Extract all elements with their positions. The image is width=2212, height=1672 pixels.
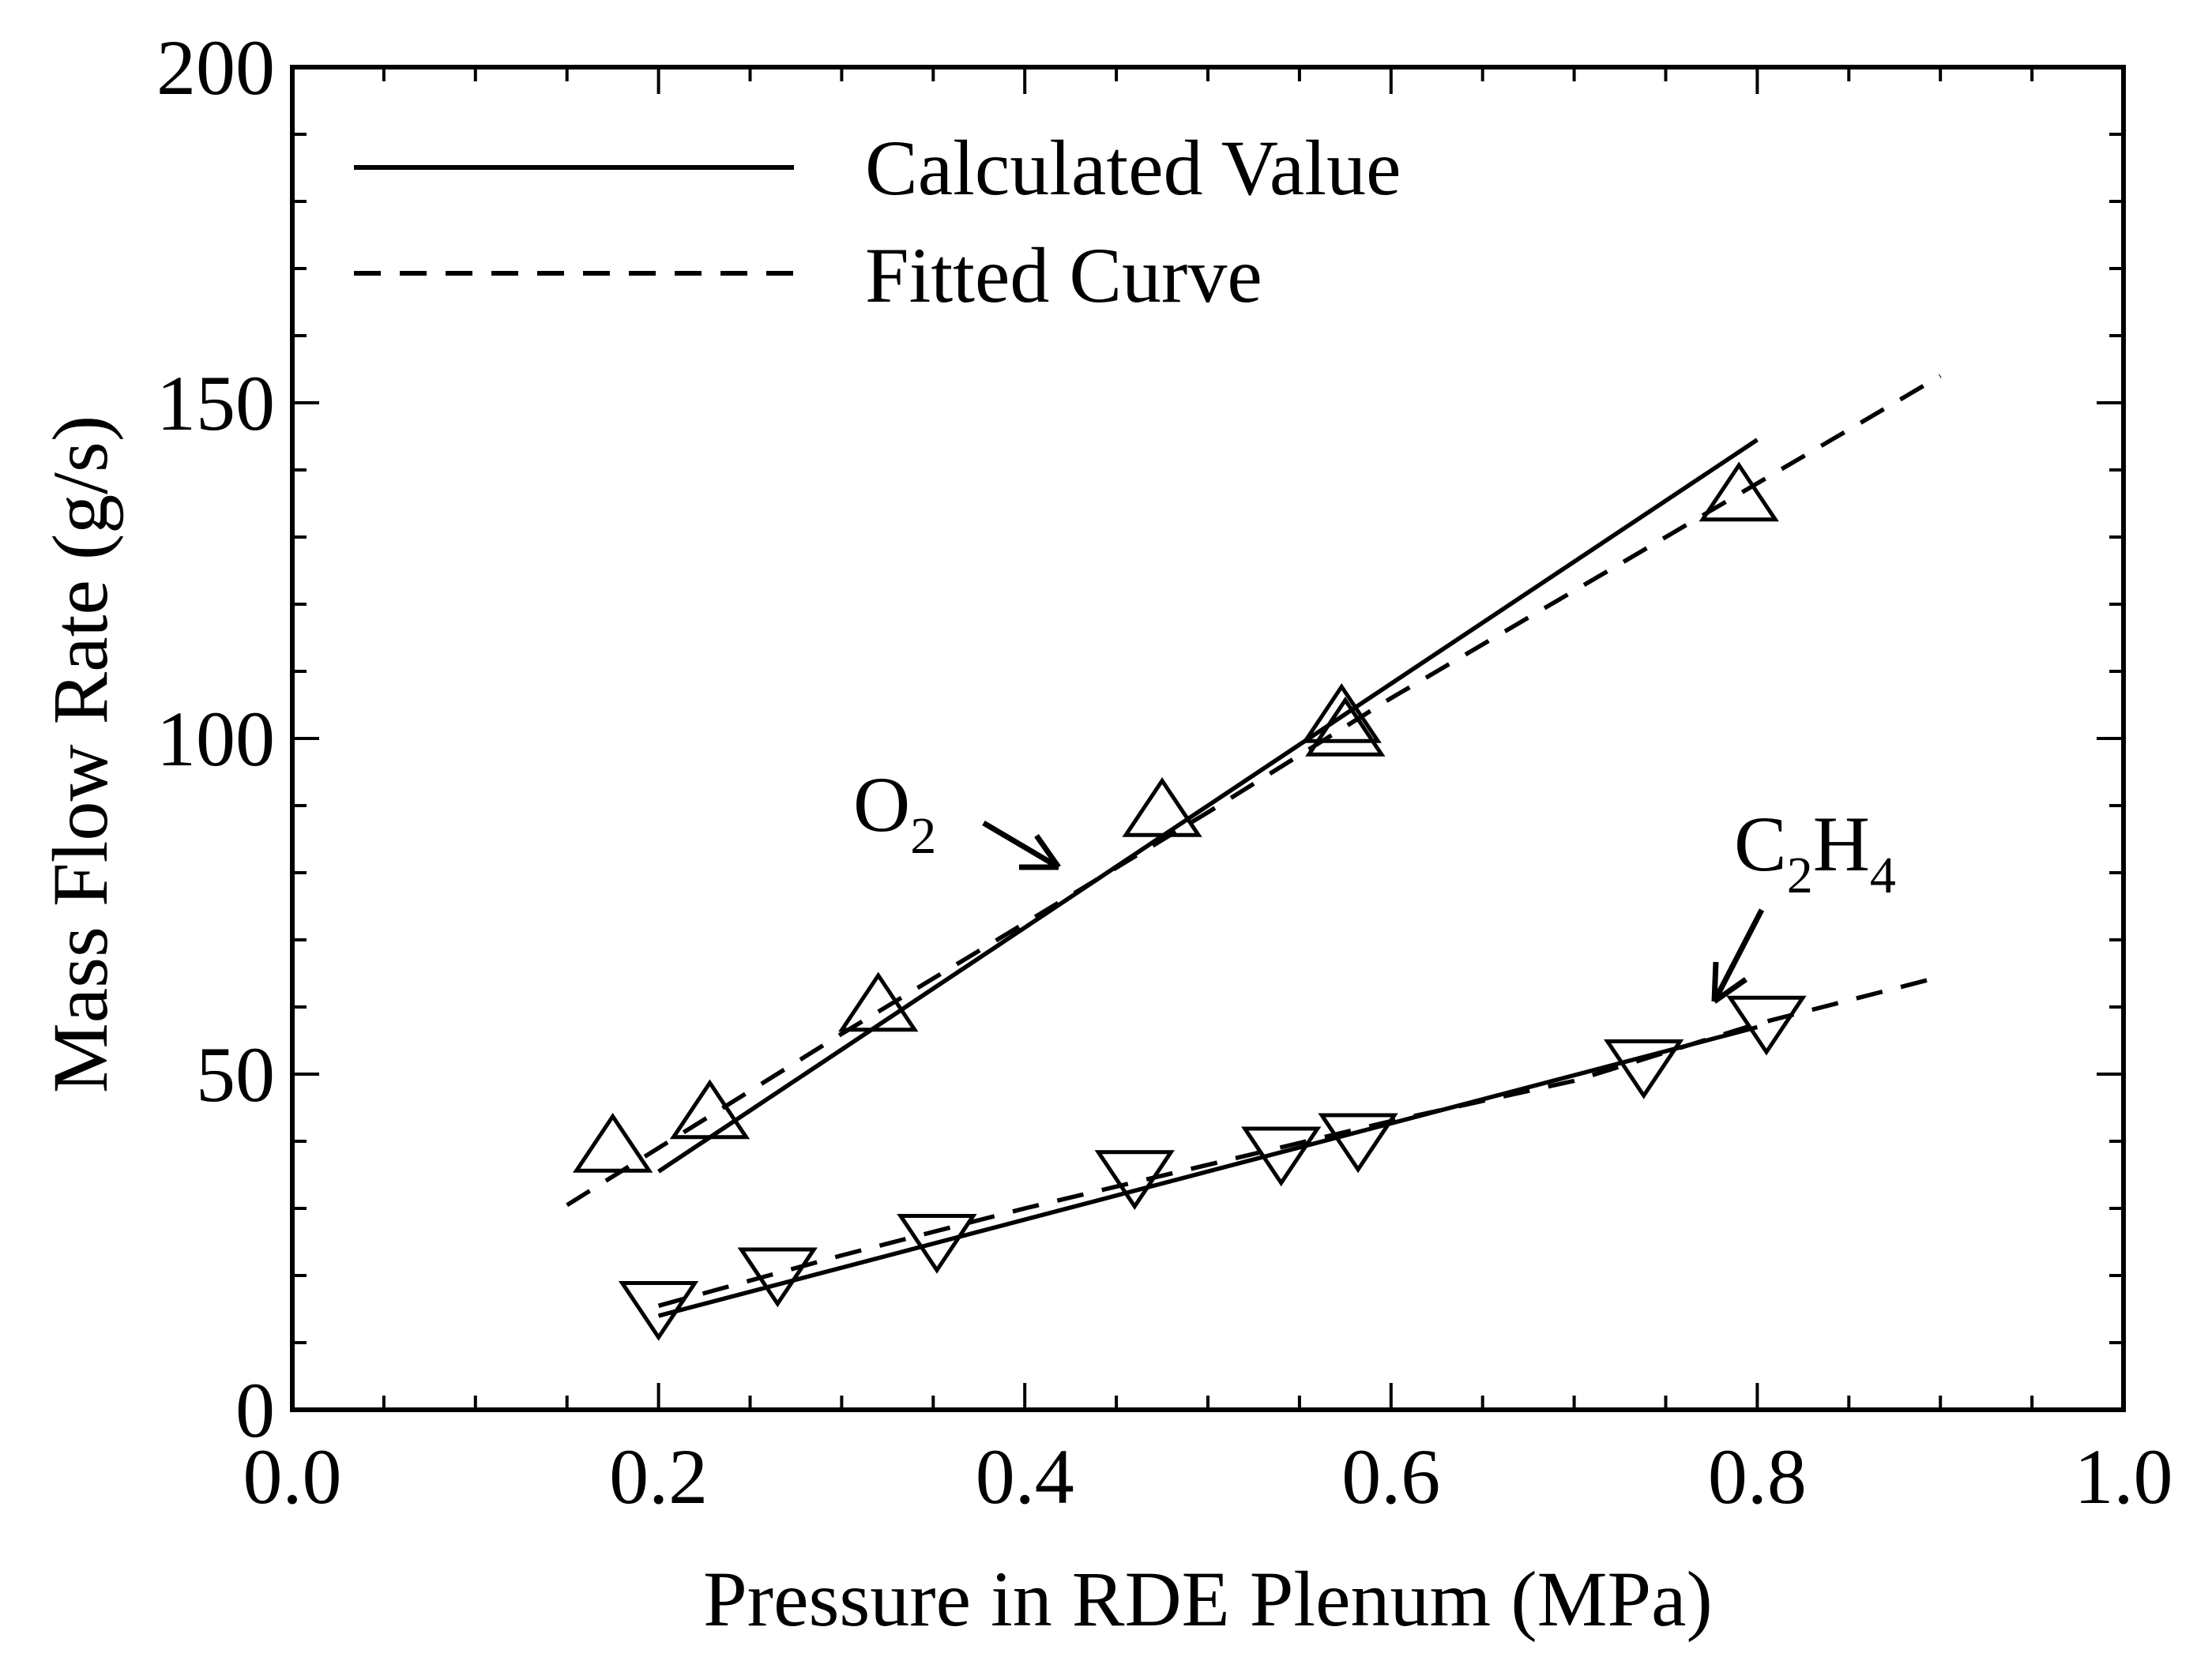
data-point-c2h4 [1726, 995, 1807, 1056]
y-axis-title: Mass Flow Rate (g/s) [36, 415, 124, 1093]
calculated-line-o2 [657, 438, 1759, 1174]
data-point-o2 [572, 1113, 653, 1173]
legend-label-fitted: Fitted Curve [865, 231, 1262, 319]
annotation-c2h4: C2H4 [1711, 800, 1896, 1004]
data-point-c2h4 [897, 1213, 977, 1274]
y-axis-tick-labels: 0 50 100 150 200 [156, 24, 275, 1454]
data-point-c2h4 [1094, 1150, 1175, 1210]
annotation-c2h4-label: C2H4 [1734, 800, 1896, 904]
x-tick-label: 0.0 [243, 1433, 342, 1520]
y-tick-label: 150 [156, 359, 275, 447]
annotation-o2-label: O2 [853, 761, 936, 865]
x-axis-tick-labels: 0.0 0.2 0.4 0.6 0.8 1.0 [243, 1433, 2173, 1520]
data-point-c2h4 [737, 1247, 818, 1308]
annotation-c2h4-sub2: 2 [1787, 847, 1813, 904]
y-tick-label: 0 [235, 1366, 275, 1454]
legend-label-calculated: Calculated Value [865, 124, 1401, 212]
data-point-o2 [1698, 461, 1779, 522]
y-tick-label: 100 [156, 695, 275, 783]
annotation-c2h4-h: H [1813, 800, 1870, 888]
x-tick-label: 0.4 [976, 1433, 1074, 1520]
annotation-c2h4-arrow [1711, 908, 1765, 1004]
x-tick-label: 0.2 [609, 1433, 708, 1520]
annotation-c2h4-sub4: 4 [1870, 847, 1896, 904]
annotation-o2-sub: 2 [910, 807, 936, 865]
data-point-o2 [1122, 777, 1202, 837]
y-tick-label: 50 [196, 1031, 275, 1118]
x-tick-label: 0.6 [1341, 1433, 1440, 1520]
annotation-c2h4-c: C [1734, 800, 1787, 888]
series-o2 [566, 374, 1942, 1208]
data-point-c2h4 [1318, 1113, 1398, 1174]
fitted-curve-o2 [566, 374, 1942, 1208]
x-tick-label: 1.0 [2075, 1433, 2173, 1520]
data-point-c2h4 [618, 1280, 699, 1341]
legend: Calculated Value Fitted Curve [354, 124, 1401, 319]
data-point-c2h4 [1604, 1039, 1684, 1099]
annotation-o2-arrow [982, 820, 1061, 870]
y-tick-label: 200 [156, 24, 275, 111]
data-point-o2 [1301, 683, 1382, 743]
x-axis-title: Pressure in RDE Plenum (MPa) [703, 1555, 1713, 1643]
x-tick-label: 0.8 [1708, 1433, 1807, 1520]
calculated-line-c2h4 [657, 1024, 1759, 1318]
annotation-o2-base: O [853, 761, 910, 848]
data-point-o2 [669, 1079, 750, 1140]
data-point-o2 [838, 971, 919, 1032]
series-layer [566, 374, 1942, 1341]
series-c2h4 [618, 975, 1941, 1341]
annotation-o2: O2 [853, 761, 1061, 870]
data-point-c2h4 [1241, 1126, 1322, 1187]
data-point-o2 [1305, 697, 1386, 757]
plot-frame [290, 65, 2126, 1412]
